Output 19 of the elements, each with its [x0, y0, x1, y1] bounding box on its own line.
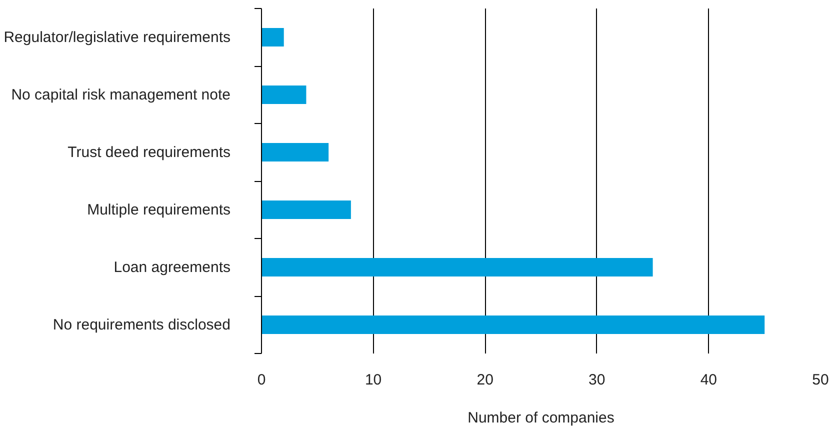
bar — [262, 28, 284, 46]
x-tick-label: 20 — [476, 372, 494, 388]
x-axis-title: Number of companies — [468, 410, 614, 426]
x-tick-label: 30 — [588, 372, 606, 388]
bar — [262, 143, 329, 162]
bar — [262, 316, 765, 334]
x-tick-label: 0 — [257, 372, 266, 388]
y-tick-label: Multiple requirements — [87, 201, 231, 218]
x-tick-label: 10 — [364, 372, 382, 388]
bar — [262, 200, 351, 219]
y-tick-label: Regulator/legislative requirements — [4, 28, 230, 46]
y-tick-label: Loan agreements — [114, 258, 230, 276]
y-tick-label: No capital risk management note — [11, 86, 230, 104]
bar — [262, 86, 306, 104]
y-tick-label: Trust deed requirements — [68, 144, 231, 161]
x-tick-label: 40 — [700, 372, 718, 388]
bar — [262, 258, 653, 276]
x-tick-label: 50 — [812, 372, 829, 388]
y-tick-label: No requirements disclosed — [52, 316, 231, 334]
